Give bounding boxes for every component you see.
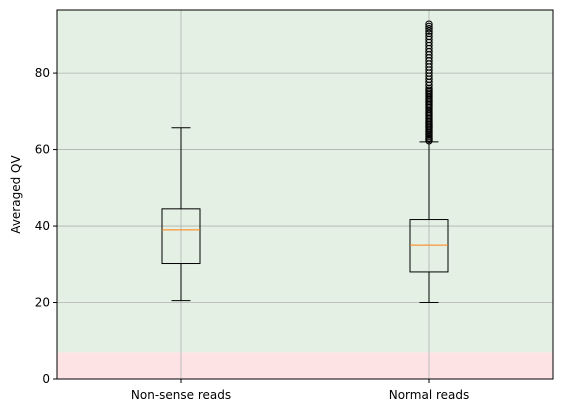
outlier-point: [425, 25, 433, 33]
iqr-box: [409, 219, 449, 273]
outlier-point: [425, 22, 433, 31]
outlier-point: [425, 86, 433, 95]
y-tick-label: 0: [42, 372, 50, 386]
y-tick-label: 40: [35, 219, 50, 233]
background-band: [57, 352, 553, 379]
y-tick-label: 60: [35, 143, 50, 157]
x-tick-label: Non-sense reads: [131, 388, 231, 402]
x-tick-label: Normal reads: [389, 388, 470, 402]
plot-frame: [56, 9, 554, 380]
y-tick-label: 80: [35, 66, 50, 80]
y-tick-label: 20: [35, 296, 50, 310]
x-axis-ticks: Non-sense reads Normal reads: [131, 379, 469, 402]
outlier-point: [425, 32, 433, 41]
outlier-point: [425, 20, 433, 28]
background-band: [57, 10, 553, 353]
background-bands: [57, 10, 553, 379]
box-plots: [161, 20, 449, 304]
iqr-box: [161, 208, 201, 265]
box-plot: [161, 127, 201, 302]
y-axis-label: Averaged QV: [9, 155, 23, 234]
y-axis-ticks: 0 20 40 60 80: [35, 66, 57, 386]
box-plot: [409, 20, 449, 304]
